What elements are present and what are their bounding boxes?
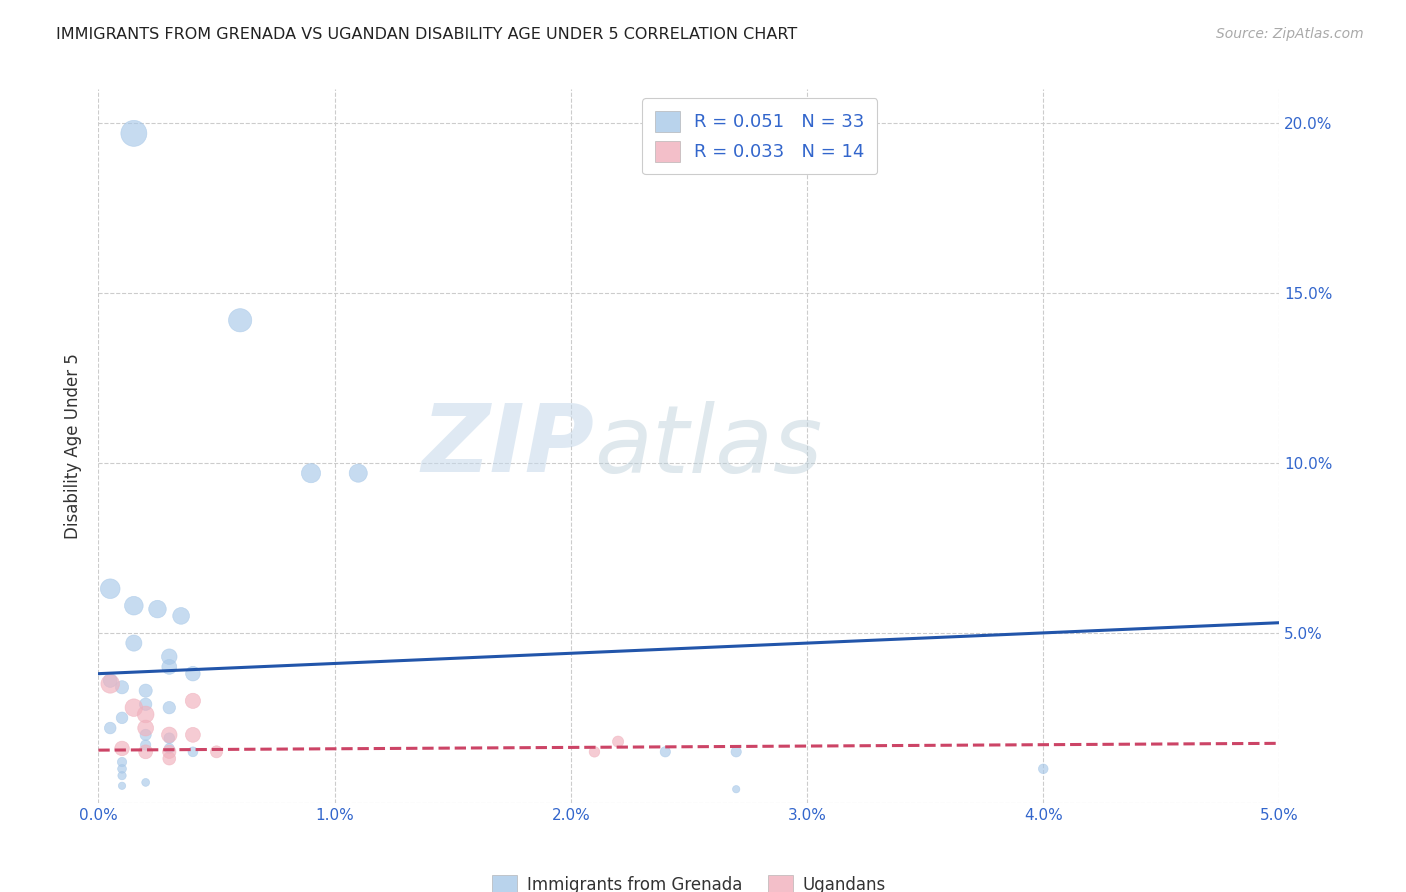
Point [157,728,180,742]
Point [98,673,121,688]
Point [98,677,121,691]
Point [170,608,193,623]
Text: atlas: atlas [595,401,823,491]
Point [111,762,134,776]
Point [725,745,748,759]
Y-axis label: Disability Age Under 5: Disability Age Under 5 [65,353,83,539]
Point [122,599,145,613]
Point [135,683,157,698]
Point [1032,762,1054,776]
Point [111,769,134,783]
Point [205,745,228,759]
Point [135,721,157,735]
Point [157,731,180,746]
Point [98,582,121,596]
Point [135,707,157,722]
Point [111,755,134,769]
Point [111,680,134,694]
Text: Source: ZipAtlas.com: Source: ZipAtlas.com [1216,27,1364,41]
Point [122,636,145,650]
Point [654,745,676,759]
Point [135,738,157,752]
Point [157,700,180,714]
Point [135,698,157,712]
Point [725,782,748,797]
Legend: Immigrants from Grenada, Ugandans: Immigrants from Grenada, Ugandans [485,868,893,892]
Point [157,751,180,765]
Point [157,660,180,674]
Point [122,700,145,714]
Point [181,694,204,708]
Point [111,779,134,793]
Point [157,649,180,664]
Point [181,728,204,742]
Point [122,127,145,141]
Point [157,741,180,756]
Point [135,745,157,759]
Point [135,728,157,742]
Point [146,602,169,616]
Point [607,734,630,748]
Point [229,313,252,327]
Point [98,721,121,735]
Point [111,741,134,756]
Point [157,745,180,759]
Text: IMMIGRANTS FROM GRENADA VS UGANDAN DISABILITY AGE UNDER 5 CORRELATION CHART: IMMIGRANTS FROM GRENADA VS UGANDAN DISAB… [56,27,797,42]
Text: ZIP: ZIP [422,400,595,492]
Point [583,745,606,759]
Point [181,745,204,759]
Point [135,775,157,789]
Point [181,666,204,681]
Point [111,711,134,725]
Point [347,466,370,480]
Point [299,466,322,480]
